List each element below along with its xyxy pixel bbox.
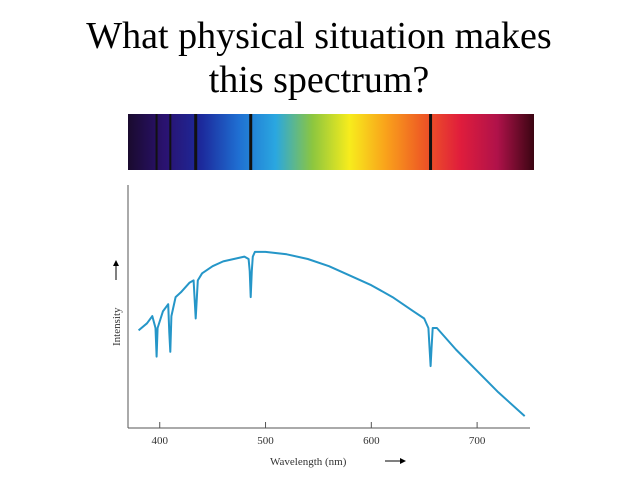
x-axis-arrow (385, 458, 406, 464)
x-tick-label-600: 600 (363, 435, 380, 447)
x-tick-label-400: 400 (151, 435, 168, 447)
slide-title-line-2: this spectrum? (208, 59, 430, 101)
absorption-spectrum-strip (128, 114, 534, 170)
x-tick-label-700: 700 (469, 435, 486, 447)
x-tick-label-500: 500 (257, 435, 274, 447)
slide-title-line-1: What physical situation makes (86, 15, 552, 57)
y-axis-arrow (113, 260, 119, 280)
slide-title: What physical situation makes this spect… (0, 14, 638, 102)
y-axis-label: Intensity (111, 307, 123, 346)
intensity-curve (137, 250, 526, 417)
x-axis-label: Wavelength (nm) (270, 456, 347, 468)
